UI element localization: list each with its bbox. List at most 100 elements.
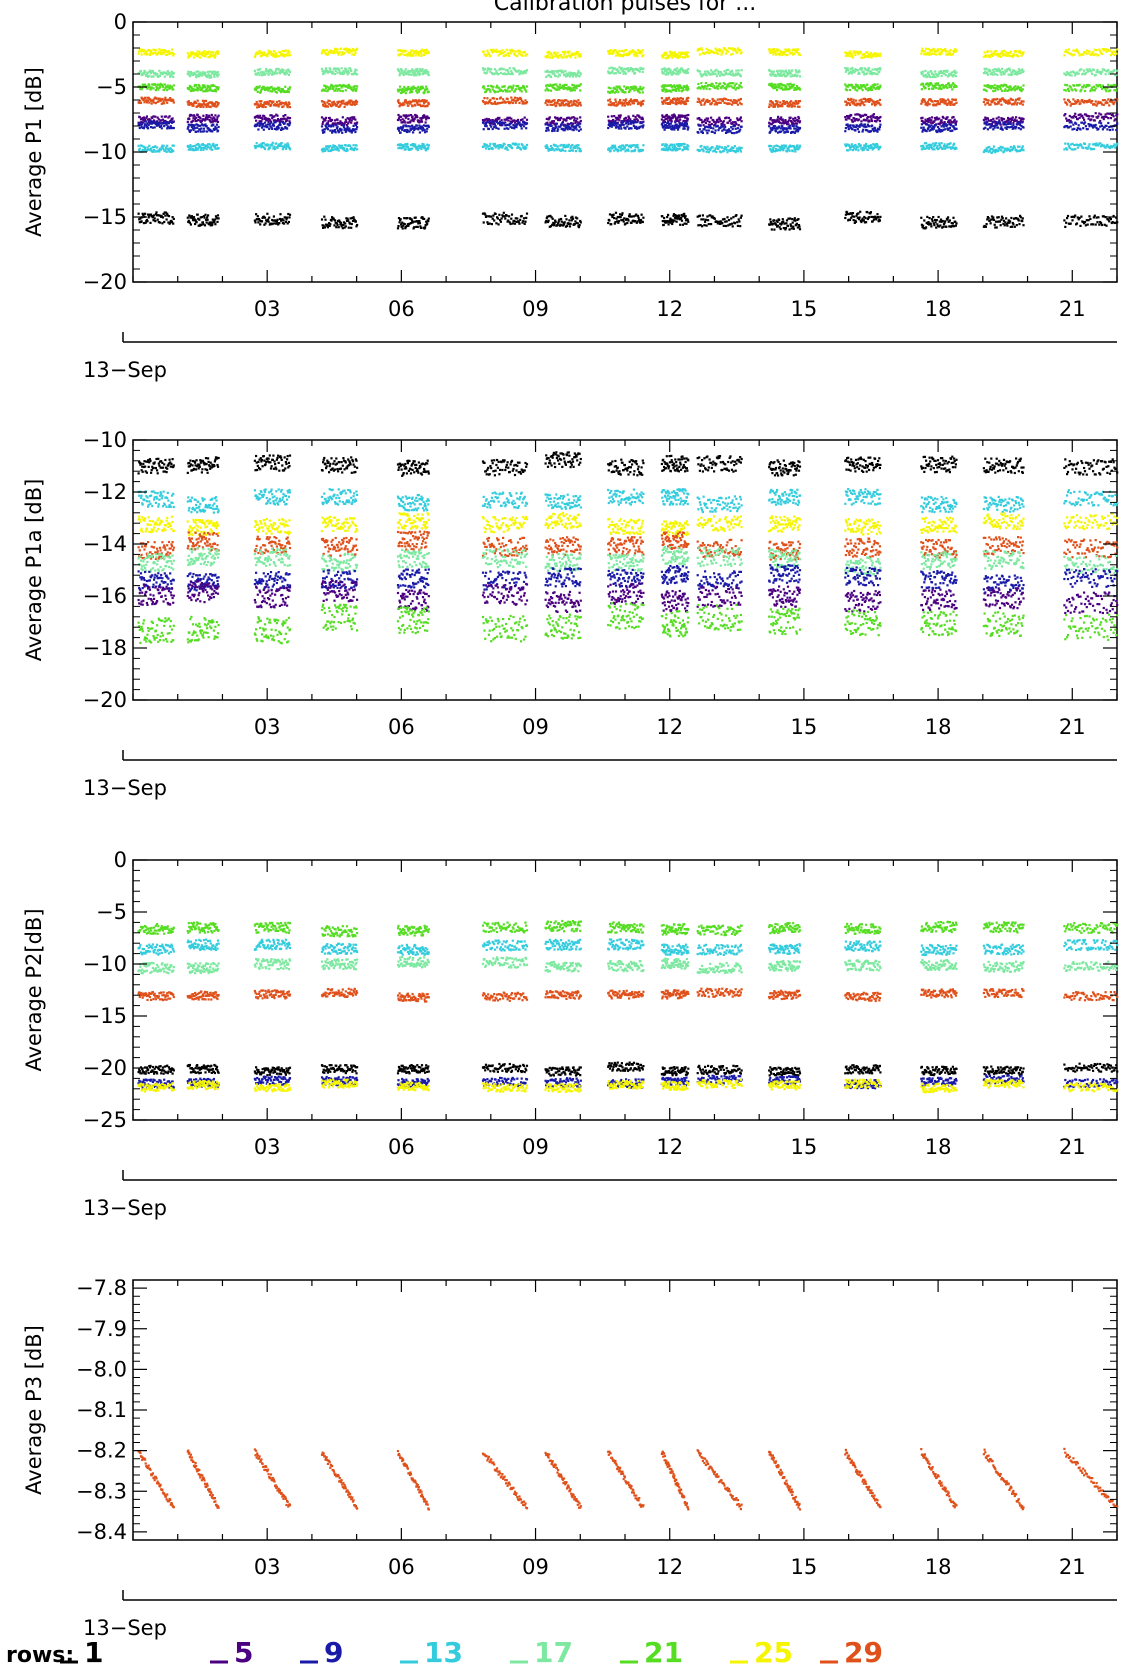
data-point (710, 117, 712, 119)
data-point (1014, 102, 1016, 104)
data-point (562, 56, 564, 58)
data-point (993, 87, 995, 89)
data-point (356, 101, 358, 103)
data-point (187, 52, 189, 54)
series-row-21 (138, 82, 1119, 94)
data-point (173, 101, 175, 103)
data-point (790, 117, 792, 119)
data-point (930, 119, 932, 121)
data-point (1076, 49, 1078, 51)
data-point (500, 72, 502, 74)
data-point (218, 102, 220, 104)
data-point (621, 67, 623, 69)
data-point (613, 52, 615, 54)
data-point (922, 71, 924, 73)
data-point (798, 70, 800, 72)
data-point (994, 84, 996, 86)
data-point (255, 120, 257, 122)
data-point (727, 69, 729, 71)
data-point (403, 103, 405, 105)
data-point (1080, 68, 1082, 70)
data-point (188, 100, 190, 102)
data-point (288, 51, 290, 53)
data-point (612, 119, 614, 121)
data-point (329, 100, 331, 102)
data-point (1016, 102, 1018, 104)
data-point (428, 103, 430, 105)
data-point (611, 126, 613, 128)
data-point (216, 119, 218, 121)
data-point (203, 84, 205, 86)
data-point (570, 100, 572, 102)
data-point (492, 120, 494, 122)
data-point (679, 56, 681, 58)
data-point (934, 70, 936, 72)
data-point (995, 50, 997, 52)
data-point (741, 120, 743, 122)
data-point (687, 52, 689, 54)
data-point (426, 130, 428, 132)
data-point (951, 88, 953, 90)
data-point (620, 128, 622, 130)
data-point (799, 100, 801, 102)
data-point (489, 99, 491, 101)
data-point (855, 100, 857, 102)
data-point (796, 74, 798, 76)
data-point (1079, 102, 1081, 104)
data-point (401, 129, 403, 131)
data-point (1113, 69, 1115, 71)
data-point (187, 121, 189, 123)
data-point (324, 90, 326, 92)
data-point (955, 71, 957, 73)
data-point (1107, 98, 1109, 100)
data-point (419, 73, 421, 75)
data-point (699, 71, 701, 73)
data-point (505, 101, 507, 103)
data-point (486, 72, 488, 74)
data-point (286, 120, 288, 122)
data-point (625, 49, 627, 51)
data-point (1009, 102, 1011, 104)
data-point (146, 115, 148, 117)
data-point (630, 98, 632, 100)
data-point (876, 83, 878, 85)
data-point (145, 124, 147, 126)
data-point (994, 73, 996, 75)
data-point (939, 103, 941, 105)
data-point (348, 127, 350, 129)
data-point (421, 121, 423, 123)
data-point (1018, 117, 1020, 119)
data-point (678, 90, 680, 92)
data-point (1083, 119, 1085, 121)
data-point (872, 69, 874, 71)
data-point (788, 70, 790, 72)
data-point (154, 126, 156, 128)
data-point (197, 130, 199, 132)
data-point (793, 53, 795, 55)
data-point (866, 51, 868, 53)
data-point (710, 69, 712, 71)
data-point (426, 100, 428, 102)
data-point (787, 102, 789, 104)
data-point (208, 115, 210, 117)
data-point (636, 55, 638, 57)
data-point (955, 99, 957, 101)
data-point (324, 103, 326, 105)
data-point (254, 70, 256, 72)
data-point (879, 116, 881, 118)
data-point (617, 122, 619, 124)
data-point (849, 104, 851, 106)
data-point (703, 98, 705, 100)
data-point (507, 69, 509, 71)
data-point (202, 90, 204, 92)
data-point (166, 102, 168, 104)
data-point (633, 125, 635, 127)
data-point (556, 123, 558, 125)
data-point (405, 125, 407, 127)
data-point (720, 54, 722, 56)
data-point (736, 52, 738, 54)
data-point (289, 122, 291, 124)
data-point (740, 116, 742, 118)
data-point (984, 117, 986, 119)
data-point (495, 49, 497, 51)
